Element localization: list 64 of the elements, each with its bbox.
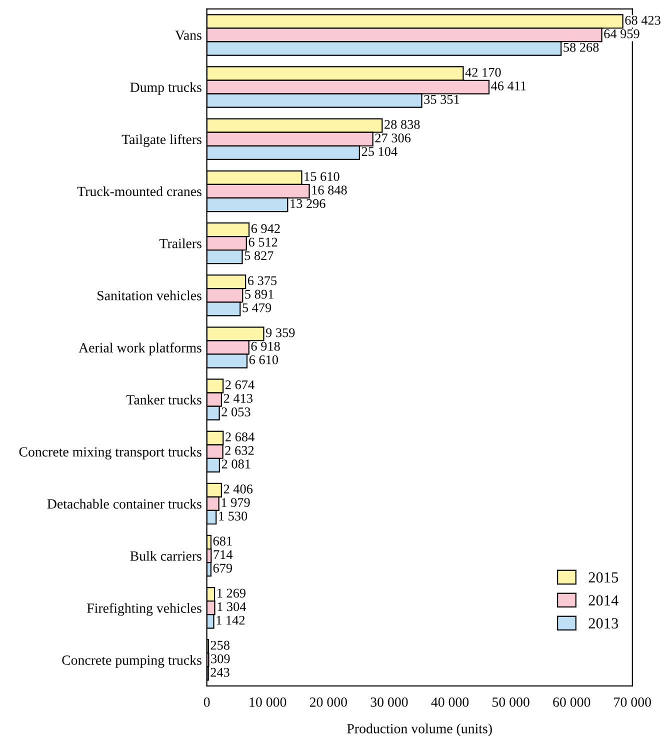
x-axis-title: Production volume (units) [347,724,492,736]
y-tick-label: Dump trucks [130,82,202,95]
data-label: 6 942 [251,224,280,234]
data-label: 1 530 [219,512,248,521]
data-label: 5 479 [242,303,272,312]
legend-label: 2015 [588,572,618,583]
data-label: 309 [211,654,230,664]
y-tick-label: Concrete mixing transport trucks [19,446,202,460]
data-label: 5 827 [244,251,274,260]
data-label: 28 838 [384,120,420,129]
data-label: 2 413 [224,394,252,403]
data-label: 42 170 [465,68,501,77]
data-label: 6 918 [251,342,280,351]
data-label: 15 610 [304,172,340,181]
data-label: 681 [213,536,232,546]
x-tick-label: 50 000 [492,697,530,707]
y-tick-label: Aerial work platforms [78,342,202,356]
data-label: 2 406 [224,484,253,494]
x-tick-label: 10 000 [250,697,286,707]
data-label: 2 053 [222,407,250,416]
data-label: 58 268 [564,42,599,52]
data-label: 6 375 [248,276,277,286]
x-tick-label: 20 000 [310,697,347,707]
x-tick-label: 0 [204,697,210,707]
data-label: 27 306 [375,134,411,142]
data-label: 6 610 [249,355,278,364]
x-tick-label: 70 000 [614,697,651,707]
x-tick-label: 60 000 [553,697,590,707]
y-tick-label: Tanker trucks [126,394,202,404]
data-label: 2 081 [222,460,250,468]
data-label: 2 632 [225,446,254,455]
y-tick-label: Trailers [160,238,202,248]
x-tick-label: 30 000 [370,697,408,707]
x-tick-label: 40 000 [431,697,469,707]
data-label: 35 351 [424,95,460,104]
data-label: 1 142 [216,616,245,625]
data-label: 714 [214,550,233,559]
data-label: 9 359 [266,328,295,338]
legend-label: 2014 [588,595,618,606]
data-label: 46 411 [491,81,526,90]
data-label: 258 [210,640,230,650]
data-label: 1 304 [218,602,246,612]
y-tick-label: Tailgate lifters [122,134,202,148]
y-tick-label: Concrete pumping trucks [62,655,202,668]
y-tick-label: Firefighting vehicles [87,602,202,616]
data-label: 6 512 [248,238,278,247]
data-label: 2 674 [225,380,254,390]
data-label: 13 296 [290,199,326,208]
data-label: 1 269 [218,588,246,598]
data-label: 64 959 [604,29,640,38]
data-label: 243 [210,668,230,677]
data-label: 25 104 [362,147,398,156]
legend-label: 2013 [588,618,618,628]
data-label: 679 [213,564,232,573]
data-label: 2 684 [226,432,254,442]
data-label: 1 979 [222,498,250,507]
data-label: 5 891 [245,290,274,299]
y-tick-label: Bulk carriers [130,550,202,561]
y-tick-label: Truck-mounted cranes [77,186,202,196]
y-tick-label: Sanitation vehicles [98,290,202,300]
y-tick-label: Detachable container trucks [47,498,202,509]
y-tick-label: Vans [175,30,202,40]
data-label: 16 848 [312,186,347,195]
data-label: 68 423 [625,16,660,25]
